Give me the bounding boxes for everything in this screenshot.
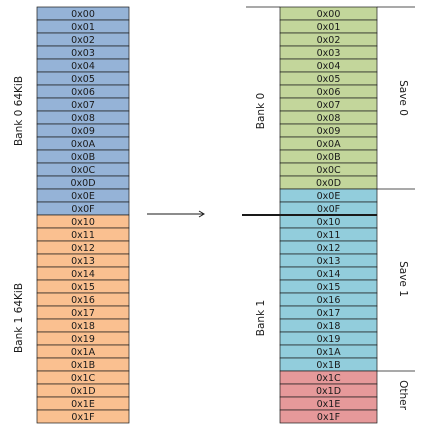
left-cell-label: 0x14 [71,269,95,280]
left-cell-label: 0x00 [71,9,95,20]
left-cell-label: 0x11 [71,230,95,241]
left-bank1-label: Bank 1 64KiB [13,283,25,353]
left-cell-label: 0x0B [71,152,95,163]
right-cell-label: 0x18 [317,321,341,332]
left-cell-label: 0x0E [71,191,95,202]
left-cell-label: 0x0F [71,204,94,215]
left-cell-label: 0x07 [71,100,95,111]
save0-label: Save 0 [397,80,409,116]
right-cell-label: 0x1A [316,347,341,358]
section-dividers [242,6,415,372]
left-cell-label: 0x1F [71,412,94,423]
left-cell-label: 0x19 [71,334,95,345]
right-cell [279,409,378,424]
right-cell-label: 0x01 [317,22,341,33]
left-cell-label: 0x08 [71,113,95,124]
right-cell-label: 0x16 [317,295,341,306]
right-cell-label: 0x0A [316,139,341,150]
right-cell-label: 0x1F [317,412,340,423]
right-bank1-label: Bank 1 [255,300,267,336]
right-cell-label: 0x1C [316,373,341,384]
left-cell-label: 0x0A [71,139,96,150]
right-cell-label: 0x10 [317,217,341,228]
left-cell-label: 0x02 [71,35,95,46]
left-cell-label: 0x13 [71,256,95,267]
left-memory-table: 0x00 0x01 0x02 0x03 0x04 0x05 0x06 0x07 0x08 0x09… [36,6,130,424]
right-cell-label: 0x1B [316,360,340,371]
right-cell-label: 0x0D [316,178,341,189]
other-label: Other [397,380,409,410]
right-cell-label: 0x17 [317,308,341,319]
left-cell-label: 0x0C [71,165,96,176]
right-cell-label: 0x05 [317,74,341,85]
left-cell-label: 0x16 [71,295,95,306]
right-cell-label: 0x0E [317,191,341,202]
left-cell-label: 0x1A [71,347,96,358]
left-cell-label: 0x17 [71,308,95,319]
left-cell-label: 0x10 [71,217,95,228]
right-cell-label: 0x07 [317,100,341,111]
arrow-icon [147,210,205,218]
left-cell-label: 0x04 [71,61,95,72]
right-cell-label: 0x0B [316,152,340,163]
left-cell [36,409,130,424]
left-cell-label: 0x12 [71,243,95,254]
save1-label: Save 1 [397,261,409,297]
right-cell-label: 0x19 [317,334,341,345]
left-cell-label: 0x0D [70,178,95,189]
left-cell-label: 0x03 [71,48,95,59]
left-cell-label: 0x05 [71,74,95,85]
right-cell-label: 0x1D [316,386,341,397]
right-cell-label: 0x13 [317,256,341,267]
right-cell-label: 0x00 [317,9,341,20]
right-cell-label: 0x06 [317,87,341,98]
right-memory-table: 0x00 0x01 0x02 0x03 0x04 0x05 0x06 0x07 0x08 0x09… [279,6,378,424]
right-cell-label: 0x02 [317,35,341,46]
right-cell-label: 0x14 [317,269,341,280]
left-cell-label: 0x1C [71,373,96,384]
left-cell-label: 0x06 [71,87,95,98]
left-cell-label: 0x18 [71,321,95,332]
left-bank0-label: Bank 0 64KiB [13,76,25,146]
right-cell-label: 0x12 [317,243,341,254]
right-cell-label: 0x0F [317,204,340,215]
right-cell-label: 0x09 [317,126,341,137]
right-cell-label: 0x11 [317,230,341,241]
right-cell-label: 0x03 [317,48,341,59]
left-cell-label: 0x1E [71,399,95,410]
right-bank0-label: Bank 0 [255,93,267,129]
left-cell-label: 0x15 [71,282,95,293]
left-cell-label: 0x09 [71,126,95,137]
right-cell-label: 0x0C [316,165,341,176]
right-cell-label: 0x08 [317,113,341,124]
left-cell-label: 0x1B [71,360,95,371]
left-cell-label: 0x01 [71,22,95,33]
right-cell-label: 0x04 [317,61,341,72]
right-cell-label: 0x1E [317,399,341,410]
right-cell-label: 0x15 [317,282,341,293]
left-cell-label: 0x1D [70,386,95,397]
